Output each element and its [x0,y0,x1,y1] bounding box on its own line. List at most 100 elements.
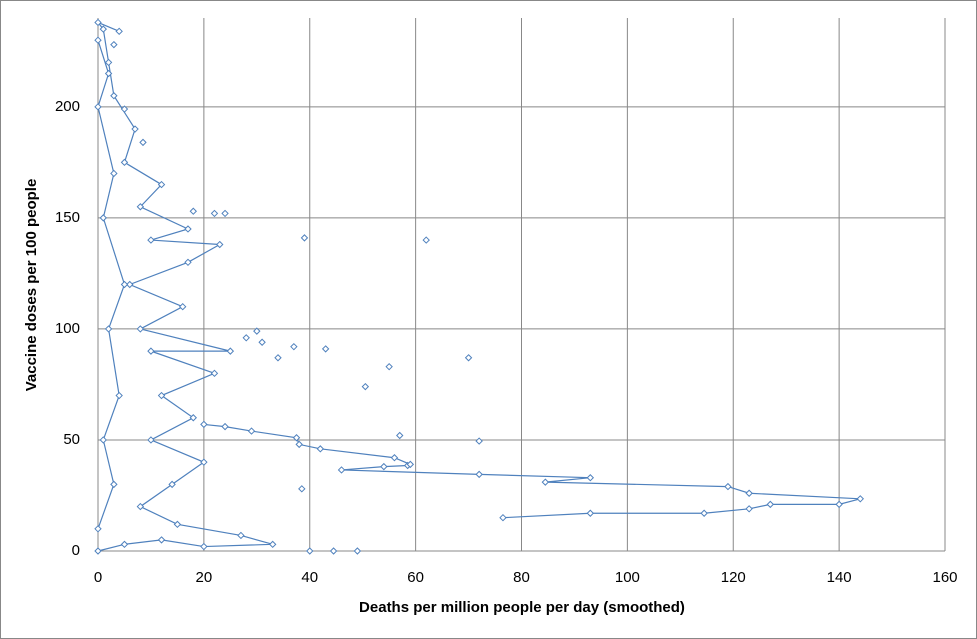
point [290,342,298,351]
point [586,474,595,482]
point [226,347,235,355]
point [173,520,182,529]
x-tick-label: 120 [721,569,746,586]
point [147,436,155,444]
point [94,525,102,533]
y-tick-label: 0 [72,542,80,559]
point [126,280,134,289]
point [499,513,507,522]
point [380,462,388,471]
point [115,391,123,400]
point [541,478,550,486]
point [422,236,430,244]
point [856,495,865,503]
y-tick-label: 50 [63,431,80,448]
point [306,547,314,555]
point [321,345,330,353]
point [221,209,229,218]
point [200,542,208,551]
point [110,169,118,178]
point [104,58,113,67]
point [475,437,483,445]
x-tick-label: 60 [407,569,424,586]
series-line [97,21,273,552]
point [99,214,108,222]
point [295,440,303,449]
y-axis-label: Vaccine doses per 100 people [23,179,40,392]
point [147,236,155,244]
point [131,125,139,133]
point [247,427,256,435]
point [94,18,102,27]
point [200,458,208,466]
point [120,280,129,289]
point [120,105,129,113]
point [464,354,473,362]
y-tick-label: 150 [55,209,80,226]
point [147,347,155,355]
point [724,482,732,491]
point [298,485,306,493]
point [110,40,118,49]
x-tick-label: 80 [513,569,530,586]
point [258,338,266,346]
point [406,460,415,469]
x-tick-label: 0 [94,569,102,586]
point [139,138,147,147]
point [99,436,108,444]
point [99,25,108,33]
point [157,391,166,400]
point [300,234,309,242]
point [120,158,129,167]
y-tick-label: 200 [55,98,80,115]
point [184,225,192,233]
point [745,505,753,513]
point [221,422,229,431]
point [242,334,250,342]
point [237,531,245,540]
point [396,431,404,440]
point [168,480,176,489]
x-tick-label: 40 [301,569,318,586]
x-axis-label: Deaths per million people per day (smoot… [359,599,685,616]
x-tick-label: 160 [932,569,957,586]
point [337,466,346,474]
point [94,103,102,111]
point [268,540,277,549]
point [329,547,338,555]
point [390,454,399,462]
point [353,547,362,555]
point [136,502,145,511]
point [253,327,261,335]
point [700,509,708,517]
point [104,69,113,78]
point [316,445,325,453]
point [178,303,187,311]
point [586,509,595,517]
point [104,325,113,333]
x-tick-label: 140 [827,569,852,586]
point [766,500,775,509]
point [475,470,483,479]
y-tick-label: 100 [55,320,80,337]
point [210,209,219,218]
point [110,92,118,100]
point [361,382,370,391]
point [835,500,843,509]
point [157,180,166,189]
point [94,547,102,555]
point [184,258,192,266]
point [157,536,166,544]
x-tick-label: 20 [196,569,213,586]
point [136,325,145,333]
point [189,414,197,422]
point [120,540,129,549]
point [200,420,208,429]
point [292,434,301,442]
point [189,207,197,215]
point [210,369,219,378]
point [385,362,393,371]
